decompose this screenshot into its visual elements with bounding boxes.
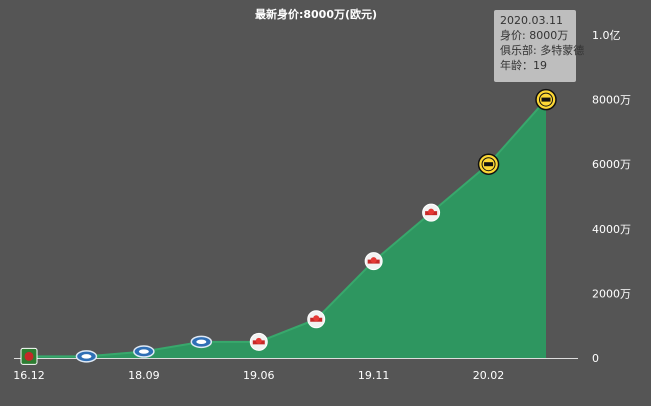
x-tick-label: 19.06	[243, 369, 275, 382]
club-crest-molde-icon[interactable]	[75, 350, 98, 363]
x-tick-label: 16.12	[13, 369, 45, 382]
club-crest-dortmund-icon[interactable]	[477, 153, 500, 175]
club-crest-salzburg-icon[interactable]	[20, 347, 38, 365]
y-tick-label: 0	[592, 352, 599, 365]
x-tick-label: 20.02	[473, 369, 505, 382]
data-tooltip: 2020.03.11 身价: 8000万 俱乐部: 多特蒙德 年龄：19	[494, 10, 585, 82]
tooltip-date: 2020.03.11	[500, 14, 563, 27]
tooltip-value: 身价: 8000万	[500, 29, 569, 42]
x-tick-label: 19.11	[358, 369, 390, 382]
value-area	[29, 99, 546, 358]
club-crest-dortmund-icon[interactable]	[535, 88, 557, 111]
club-crest-molde-icon[interactable]	[133, 345, 155, 358]
y-tick-label: 1.0亿	[592, 29, 621, 42]
x-tick-label: 18.09	[128, 369, 160, 382]
club-crest-salzburg-icon[interactable]	[422, 203, 441, 222]
club-crest-salzburg-icon[interactable]	[364, 252, 383, 271]
y-tick-label: 6000万	[592, 158, 631, 171]
club-crest-salzburg-icon[interactable]	[307, 310, 326, 329]
y-tick-label: 4000万	[592, 223, 631, 236]
y-tick-label: 2000万	[592, 287, 631, 300]
club-crest-salzburg-icon[interactable]	[249, 332, 268, 351]
tooltip-age: 年龄：19	[500, 59, 547, 72]
y-tick-label: 8000万	[592, 94, 631, 107]
value-line	[29, 98, 547, 358]
tooltip-club: 俱乐部: 多特蒙德	[500, 44, 585, 57]
club-crest-molde-icon[interactable]	[190, 335, 213, 349]
chart-title: 最新身价:8000万(欧元)	[255, 7, 377, 21]
